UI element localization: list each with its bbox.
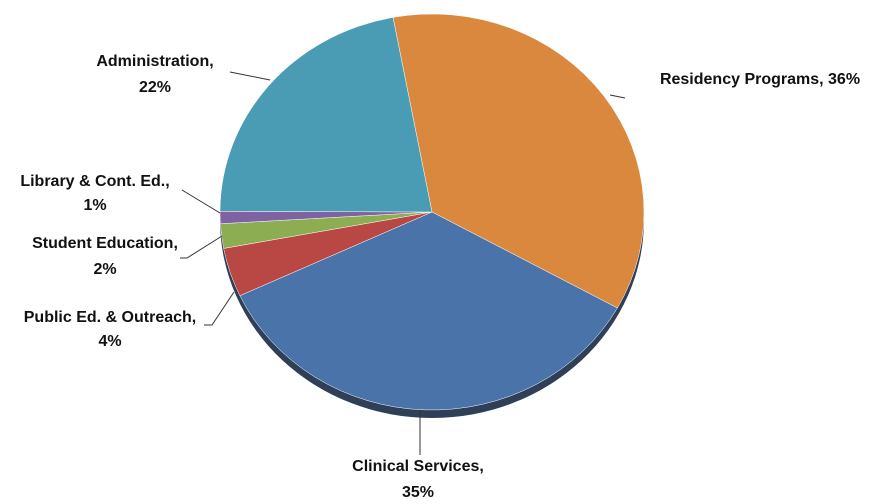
- data-label: Residency Programs, 36%: [660, 71, 860, 88]
- leader-line: [180, 235, 223, 259]
- data-label: Student Education,: [32, 235, 178, 252]
- leader-line: [204, 291, 235, 326]
- pie-slice: [392, 13, 645, 309]
- leader-line: [181, 189, 221, 214]
- data-label: 2%: [93, 261, 116, 278]
- data-label: 35%: [402, 484, 434, 501]
- data-label: Clinical Services,: [352, 458, 484, 475]
- data-label: 4%: [98, 333, 121, 350]
- pie-slice: [219, 17, 433, 213]
- pie-slice: [239, 211, 618, 411]
- data-label: 22%: [139, 79, 171, 96]
- data-label: Administration,: [96, 53, 213, 70]
- leader-line: [609, 94, 626, 99]
- data-label: Library & Cont. Ed.,: [20, 173, 169, 190]
- data-label: Public Ed. & Outreach,: [24, 309, 196, 326]
- leader-line: [229, 71, 271, 81]
- data-label: 1%: [83, 197, 106, 214]
